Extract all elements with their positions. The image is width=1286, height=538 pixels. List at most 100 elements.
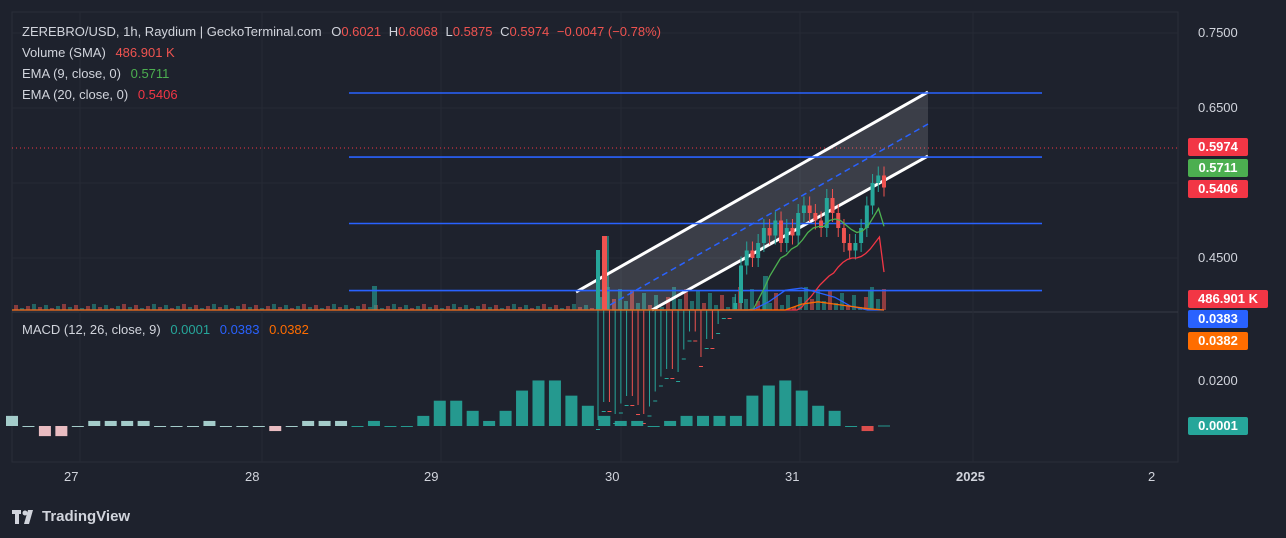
change-value: −0.0047 (−0.78%) [556, 24, 661, 39]
volume-bar [630, 291, 634, 310]
volume-bar [260, 308, 264, 310]
volume-bar [254, 305, 258, 310]
macd-histogram-bar [598, 415, 611, 426]
macd-histogram-bar [22, 426, 35, 427]
candle-body [601, 411, 606, 412]
volume-bar [852, 295, 856, 310]
volume-bar [624, 301, 628, 310]
volume-bar [326, 306, 330, 310]
candle-body [670, 378, 675, 379]
candle-body [727, 318, 732, 319]
macd-histogram-bar [762, 385, 775, 426]
volume-bar [242, 304, 246, 310]
volume-bar [774, 293, 778, 310]
ema9-tag: 0.5711 [1188, 159, 1248, 177]
candle-body [853, 243, 858, 251]
tradingview-logo[interactable]: TradingView [12, 508, 130, 525]
regression-channel [576, 92, 928, 310]
volume-bar [494, 305, 498, 310]
candle-body [596, 250, 600, 310]
symbol-title[interactable]: ZEREBRO/USD, 1h, Raydium | GeckoTerminal… [22, 24, 322, 39]
macd-histogram-bar [532, 380, 545, 426]
macd-histogram-bar [861, 426, 874, 432]
macd-hist-value: 0.0001 [170, 322, 211, 337]
candle-body [761, 228, 766, 243]
volume-bar [684, 289, 688, 310]
candle-body [790, 228, 795, 236]
candle-body [733, 303, 738, 310]
volume-bar [560, 308, 564, 310]
macd-histogram-bar [450, 400, 463, 426]
macd-histogram-bar [367, 420, 380, 426]
volume-bar [74, 305, 78, 310]
volume-bar [720, 295, 724, 310]
volume-bar [446, 306, 450, 310]
candle-body [807, 205, 812, 213]
volume-bar [828, 291, 832, 310]
candle-body [693, 340, 698, 342]
macd-histogram-bar [878, 425, 890, 427]
high-label: H [388, 24, 399, 39]
macd-histogram-bar [647, 426, 660, 427]
macd-histogram-bar [845, 426, 858, 427]
volume-bar [572, 304, 576, 310]
candle-body [676, 381, 681, 382]
candle-body [813, 213, 818, 221]
volume-bar [122, 304, 126, 310]
volume-bar [590, 308, 594, 310]
low-value: 0.5875 [452, 24, 493, 39]
candle-body [647, 415, 652, 417]
volume-bar [398, 307, 402, 310]
volume-bar [548, 307, 552, 310]
volume-bar [80, 308, 84, 310]
macd-tick: 0.0200 [1198, 373, 1238, 388]
volume-bar [584, 305, 588, 310]
ema9-legend[interactable]: EMA (9, close, 0) 0.5711 [22, 66, 169, 82]
candle-body [847, 243, 852, 251]
close-label: C [500, 24, 510, 39]
macd-histogram-bar [812, 405, 825, 426]
ema20-legend[interactable]: EMA (20, close, 0) 0.5406 [22, 87, 178, 103]
volume-bar [278, 307, 282, 310]
candle-body [739, 265, 743, 303]
volume-bar [56, 306, 60, 310]
macd-histogram-bar [483, 420, 496, 426]
volume-bar [864, 297, 868, 310]
macd-histogram-bar [38, 426, 51, 437]
time-tick: 30 [605, 469, 620, 484]
volume-bar [452, 304, 456, 310]
macd-histogram-bar [417, 415, 430, 426]
volume-bar [284, 305, 288, 310]
volume-bar [440, 308, 444, 310]
volume-bar [164, 305, 168, 310]
volume-bar [512, 304, 516, 310]
volume-bar [152, 304, 156, 310]
candle-body [767, 228, 772, 236]
volume-bar [182, 304, 186, 310]
volume-bar [380, 308, 384, 310]
volume-bar [404, 305, 408, 310]
volume-bar [470, 308, 474, 310]
volume-bar [410, 308, 414, 310]
open-label: O [331, 24, 342, 39]
volume-bar [212, 304, 216, 310]
volume-bar [458, 307, 462, 310]
volume-bar [386, 306, 390, 310]
volume-bar [146, 306, 150, 310]
volume-legend[interactable]: Volume (SMA) 486.901 K [22, 45, 175, 61]
volume-bar [86, 306, 90, 310]
volume-bar [500, 308, 504, 310]
volume-bar [702, 303, 706, 310]
volume-bar [218, 307, 222, 310]
candle-body [864, 205, 869, 228]
volume-bar [434, 305, 438, 310]
volume-bar [792, 307, 796, 310]
macd-label: MACD (12, 26, close, 9) [22, 322, 161, 337]
macd-histogram-bar [71, 426, 84, 427]
candle-body [664, 378, 669, 379]
macd-legend[interactable]: MACD (12, 26, close, 9) 0.0001 0.0383 0.… [22, 322, 309, 338]
volume-bar [780, 305, 784, 310]
macd-histogram-bar [713, 415, 726, 426]
candle-body [750, 250, 755, 258]
